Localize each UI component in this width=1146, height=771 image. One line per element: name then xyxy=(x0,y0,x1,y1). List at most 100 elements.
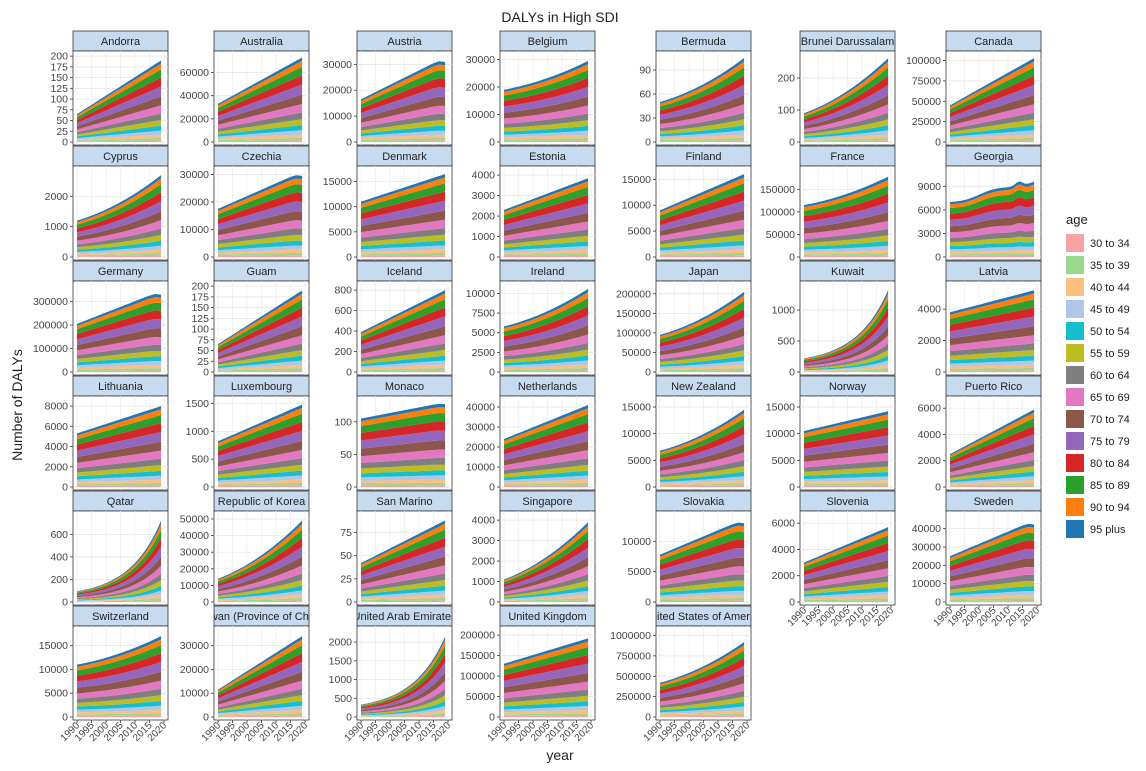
y-axis-label: Number of DALYs xyxy=(9,349,25,461)
area-series-35-to-39 xyxy=(218,597,303,602)
area-series-50-to-54 xyxy=(77,125,162,139)
y-tick-label: 0 xyxy=(346,137,352,149)
area-series-80-to-84 xyxy=(77,192,162,233)
area-series-55-to-59 xyxy=(77,350,162,363)
y-tick-label: 0 xyxy=(489,712,495,724)
area-series-85-to-89 xyxy=(361,299,446,341)
area-series-70-to-74 xyxy=(77,441,162,463)
y-tick-label: 25 xyxy=(56,126,68,138)
area-series-65-to-69 xyxy=(361,335,446,359)
area-series-80-to-84 xyxy=(660,657,745,694)
area-series-40-to-44 xyxy=(504,364,589,370)
area-series-95-plus xyxy=(361,61,446,102)
area-series-85-to-89 xyxy=(950,299,1035,325)
area-series-50-to-54 xyxy=(361,125,446,137)
y-tick-label: 100000 xyxy=(460,671,495,683)
area-series-80-to-84 xyxy=(361,191,446,220)
y-tick-label: 25000 xyxy=(912,116,941,128)
y-tick-label: 20000 xyxy=(180,664,209,676)
legend-title: age xyxy=(1066,212,1088,227)
area-series-50-to-54 xyxy=(660,471,745,482)
area-series-45-to-49 xyxy=(218,245,303,253)
area-series-75-to-79 xyxy=(504,431,589,461)
area-series-45-to-49 xyxy=(950,130,1035,139)
area-series-80-to-84 xyxy=(218,307,303,354)
area-series-55-to-59 xyxy=(804,349,889,370)
area-series-60-to-64 xyxy=(361,688,446,714)
panel-finland: Finland 0 5000 10000 15000 xyxy=(622,145,752,264)
area-series-95-plus xyxy=(950,181,1035,205)
area-series-65-to-69 xyxy=(504,334,589,357)
area-series-55-to-59 xyxy=(361,120,446,134)
y-tick-label: 15000 xyxy=(766,402,795,414)
y-tick-label: 75000 xyxy=(912,75,941,87)
area-series-90-to-94 xyxy=(77,63,162,118)
area-series-35-to-39 xyxy=(504,713,589,716)
area-series-70-to-74 xyxy=(804,326,889,366)
area-series-30-to-34 xyxy=(504,255,589,257)
y-tick-label: 4000 xyxy=(45,441,69,453)
area-series-50-to-54 xyxy=(804,587,889,597)
panel-japan: Japan 0 50000 100000 150000 200000 xyxy=(616,260,752,379)
area-series-70-to-74 xyxy=(77,211,162,241)
panel-cyprus: Cyprus 0 1000 2000 xyxy=(45,145,169,264)
y-tick-label: 30000 xyxy=(912,542,941,554)
area-series-30-to-34 xyxy=(660,370,745,372)
panel-republic-of-korea: Republic of Korea 0 10000 20000 30000 40000 50… xyxy=(180,490,310,609)
y-tick-label: 0 xyxy=(935,482,941,494)
area-series-50-to-54 xyxy=(950,586,1035,596)
area-series-40-to-44 xyxy=(804,595,889,601)
area-series-80-to-84 xyxy=(218,421,303,456)
area-series-75-to-79 xyxy=(218,316,303,357)
area-series-60-to-64 xyxy=(504,229,589,245)
area-series-95-plus xyxy=(504,60,589,92)
area-series-90-to-94 xyxy=(804,179,889,211)
area-series-90-to-94 xyxy=(504,181,589,216)
y-tick-label: 2000 xyxy=(472,556,496,568)
panel-estonia: Estonia 0 1000 2000 3000 4000 xyxy=(472,145,596,264)
area-series-40-to-44 xyxy=(361,249,446,255)
area-series-30-to-34 xyxy=(218,600,303,602)
area-series-75-to-79 xyxy=(804,202,889,228)
area-series-65-to-69 xyxy=(361,565,446,589)
y-tick-label: 0 xyxy=(789,137,795,149)
area-series-65-to-69 xyxy=(77,105,162,133)
area-series-35-to-39 xyxy=(660,483,745,487)
area-series-60-to-64 xyxy=(950,343,1035,356)
area-series-95-plus xyxy=(77,636,162,667)
area-series-65-to-69 xyxy=(218,449,303,472)
y-tick-label: 0 xyxy=(935,137,941,149)
area-series-80-to-84 xyxy=(361,307,446,345)
area-series-45-to-49 xyxy=(504,130,589,138)
area-series-40-to-44 xyxy=(504,594,589,601)
legend-label: 50 to 54 xyxy=(1090,326,1130,338)
area-series-40-to-44 xyxy=(361,709,446,717)
area-series-35-to-39 xyxy=(660,367,745,372)
area-series-55-to-59 xyxy=(660,350,745,365)
area-series-35-to-39 xyxy=(660,598,745,602)
y-tick-label: 200000 xyxy=(33,320,68,332)
panel-iceland: Iceland 0 200 400 600 800 xyxy=(334,260,453,379)
area-series-85-to-89 xyxy=(218,299,303,350)
area-series-65-to-69 xyxy=(660,219,745,241)
area-series-80-to-84 xyxy=(804,75,889,123)
area-series-90-to-94 xyxy=(361,523,446,568)
area-series-95-plus xyxy=(504,638,589,666)
area-series-30-to-34 xyxy=(77,715,162,717)
area-series-50-to-54 xyxy=(361,240,446,250)
area-series-55-to-59 xyxy=(218,119,303,135)
y-tick-label: 30000 xyxy=(180,640,209,652)
area-series-60-to-64 xyxy=(804,112,889,135)
y-tick-label: 30000 xyxy=(323,59,352,71)
facet-label: United States of America xyxy=(643,611,765,623)
area-series-80-to-84 xyxy=(504,422,589,455)
y-tick-label: 0 xyxy=(489,252,495,264)
area-series-85-to-89 xyxy=(361,529,446,572)
panel-bermuda: Bermuda 0 30 60 90 xyxy=(639,30,752,149)
area-series-30-to-34 xyxy=(218,370,303,372)
area-series-70-to-74 xyxy=(660,94,745,124)
area-series-90-to-94 xyxy=(504,641,589,670)
facet-label: Bermuda xyxy=(681,36,727,48)
area-series-60-to-64 xyxy=(361,573,446,592)
area-series-55-to-59 xyxy=(950,466,1035,481)
